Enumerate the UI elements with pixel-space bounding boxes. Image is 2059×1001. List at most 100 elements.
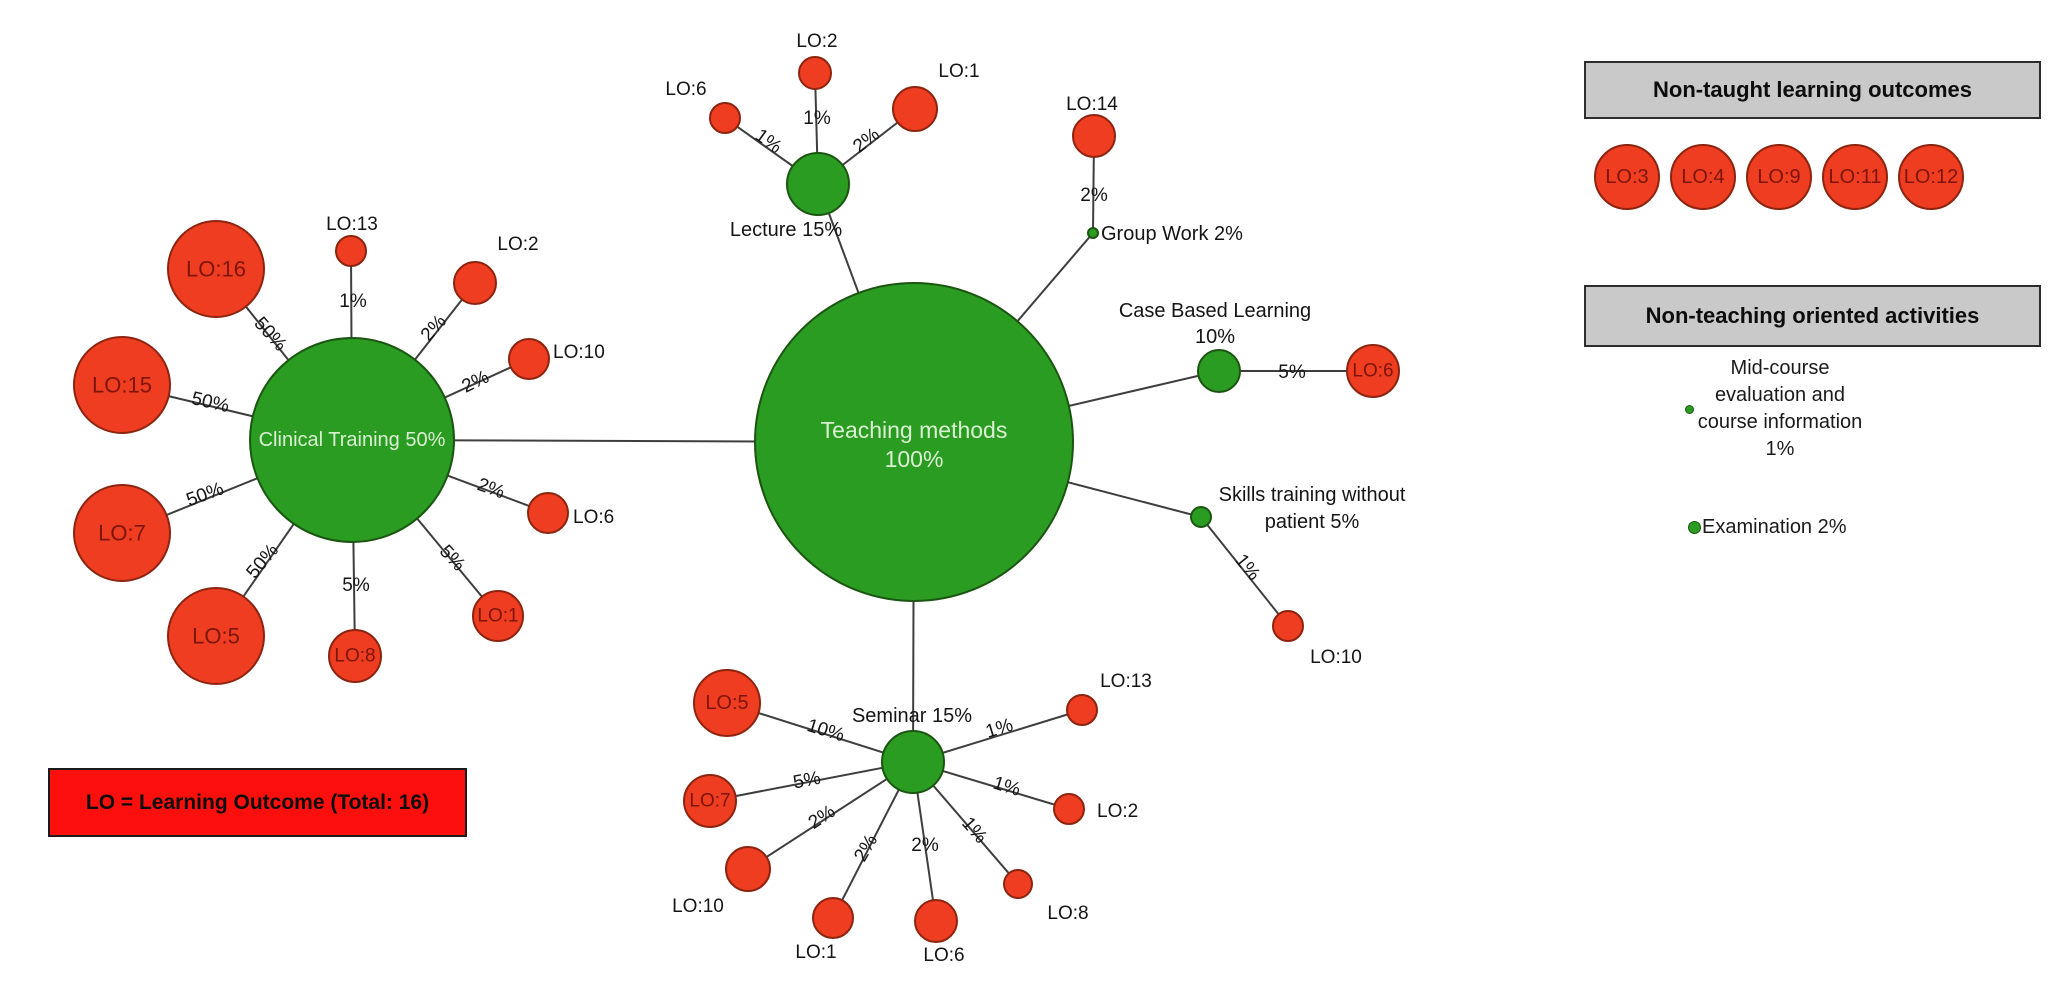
edge-seminar-se7: [709, 761, 914, 802]
node-label-se1: LO:1: [795, 942, 836, 963]
legend-lo-circle: LO:9: [1746, 144, 1812, 210]
examination-label: Examination 2%: [1702, 516, 1847, 538]
node-se1: [812, 897, 854, 939]
lo-definition-box: LO = Learning Outcome (Total: 16): [48, 768, 467, 837]
legend-lo-circle: LO:12: [1898, 144, 1964, 210]
edge-label-lecture-l1: 2%: [849, 124, 884, 158]
midcourse-line: 1%: [1765, 438, 1795, 460]
node-se2: [1053, 793, 1085, 825]
node-label-skills: patient 5%: [1265, 511, 1360, 533]
node-label-casebased: 10%: [1195, 326, 1235, 348]
node-label-seminar: Seminar 15%: [852, 705, 972, 727]
node-seminar: [881, 730, 945, 794]
midcourse-line: evaluation and: [1714, 384, 1846, 406]
node-g14: [1072, 114, 1116, 158]
node-s10: [1272, 610, 1304, 642]
node-label-c1: LO:1: [477, 606, 518, 627]
node-label-skills: Skills training without: [1219, 484, 1406, 506]
edge-label-skills-s10: 1%: [1230, 550, 1264, 585]
midcourse-note: Mid-course evaluation and course informa…: [1630, 355, 1930, 463]
node-label-c16: LO:16: [186, 257, 246, 282]
edge-label-clinical-c10: 2%: [459, 367, 493, 398]
node-se13: [1066, 694, 1098, 726]
node-label-se13: LO:13: [1100, 671, 1152, 692]
edge-label-lecture-l2: 1%: [803, 108, 831, 129]
node-se7: [683, 774, 737, 828]
node-c5: [167, 587, 265, 685]
node-label-c6: LO:6: [573, 507, 614, 528]
node-c15: [73, 336, 171, 434]
node-se8: [1003, 869, 1033, 899]
node-label-groupwork: Group Work 2%: [1101, 223, 1243, 245]
legend-lo-circle: LO:11: [1822, 144, 1888, 210]
node-label-teaching: Teaching methods: [821, 417, 1008, 443]
legend-lo-circle: LO:4: [1670, 144, 1736, 210]
midcourse-dot-icon: [1685, 405, 1694, 414]
legend-non-teaching-title: Non-teaching oriented activities: [1645, 303, 1980, 328]
node-label-c10: LO:10: [553, 342, 605, 363]
edge-label-clinical-c8: 5%: [342, 575, 370, 596]
node-l2: [798, 56, 832, 90]
edge-label-seminar-se7: 5%: [791, 768, 822, 794]
node-label-c15: LO:15: [92, 373, 152, 398]
lo-definition-label: LO = Learning Outcome (Total: 16): [85, 790, 430, 814]
node-label-l2: LO:2: [796, 31, 837, 52]
edge-label-lecture-l6: 1%: [751, 125, 786, 158]
edge-label-seminar-se2: 1%: [990, 773, 1023, 801]
legend-lo-circles-row: LO:3 LO:4 LO:9 LO:11 LO:12: [1594, 144, 1964, 210]
node-c16: [167, 220, 265, 318]
node-cb6: [1346, 344, 1400, 398]
midcourse-line: Mid-course: [1730, 357, 1830, 379]
edge-label-seminar-se5: 10%: [804, 715, 847, 746]
legend-non-teaching-panel: Non-teaching oriented activities: [1584, 285, 2041, 347]
edge-label-seminar-se6: 2%: [911, 835, 939, 856]
legend-non-taught-panel: Non-taught learning outcomes: [1584, 61, 2041, 119]
legend-non-taught-title: Non-taught learning outcomes: [1653, 77, 1972, 102]
node-label-clinical: Clinical Training 50%: [259, 429, 446, 451]
node-c8: [328, 629, 382, 683]
node-c10: [508, 338, 550, 380]
node-label-se7: LO:7: [689, 791, 730, 812]
examination-dot-icon: [1688, 520, 1701, 534]
node-c1: [472, 590, 524, 642]
edge-seminar-se10: [747, 761, 914, 870]
node-casebased: [1197, 349, 1241, 393]
node-clinical: [249, 337, 455, 543]
node-label-se10: LO:10: [672, 896, 724, 917]
node-c13: [335, 235, 367, 267]
node-skills: [1190, 506, 1212, 528]
node-c7: [73, 484, 171, 582]
node-c6: [527, 492, 569, 534]
edge-label-seminar-se1: 2%: [850, 831, 882, 865]
edge-label-casebased-cb6: 5%: [1278, 362, 1306, 383]
edge-label-clinical-c13: 1%: [339, 291, 367, 312]
node-label-se2: LO:2: [1097, 801, 1138, 822]
node-label-se6: LO:6: [923, 945, 964, 966]
node-label-s10: LO:10: [1310, 647, 1362, 668]
node-label-c7: LO:7: [98, 521, 146, 546]
node-label-c13: LO:13: [326, 214, 378, 235]
node-label-g14: LO:14: [1066, 94, 1118, 115]
node-label-c2: LO:2: [497, 234, 538, 255]
edge-label-clinical-c7: 50%: [184, 478, 227, 511]
node-label-l1: LO:1: [938, 61, 979, 82]
node-label-se8: LO:8: [1047, 903, 1088, 924]
node-label-se5: LO:5: [705, 692, 748, 714]
midcourse-line: course information: [1697, 411, 1863, 433]
node-label-cb6: LO:6: [1352, 361, 1393, 382]
node-se5: [693, 669, 761, 737]
node-label-c8: LO:8: [334, 646, 375, 667]
node-c2: [453, 261, 497, 305]
node-groupwork: [1087, 227, 1099, 239]
edge-label-clinical-c15: 50%: [189, 388, 231, 417]
node-lecture: [786, 152, 850, 216]
node-label-lecture: Lecture 15%: [730, 219, 843, 241]
node-l1: [892, 86, 938, 132]
node-label-casebased: Case Based Learning: [1119, 300, 1311, 322]
edge-skills-s10: [1200, 516, 1289, 627]
node-label-c5: LO:5: [192, 624, 240, 649]
node-se10: [725, 846, 771, 892]
edge-label-seminar-se13: 1%: [983, 715, 1016, 743]
